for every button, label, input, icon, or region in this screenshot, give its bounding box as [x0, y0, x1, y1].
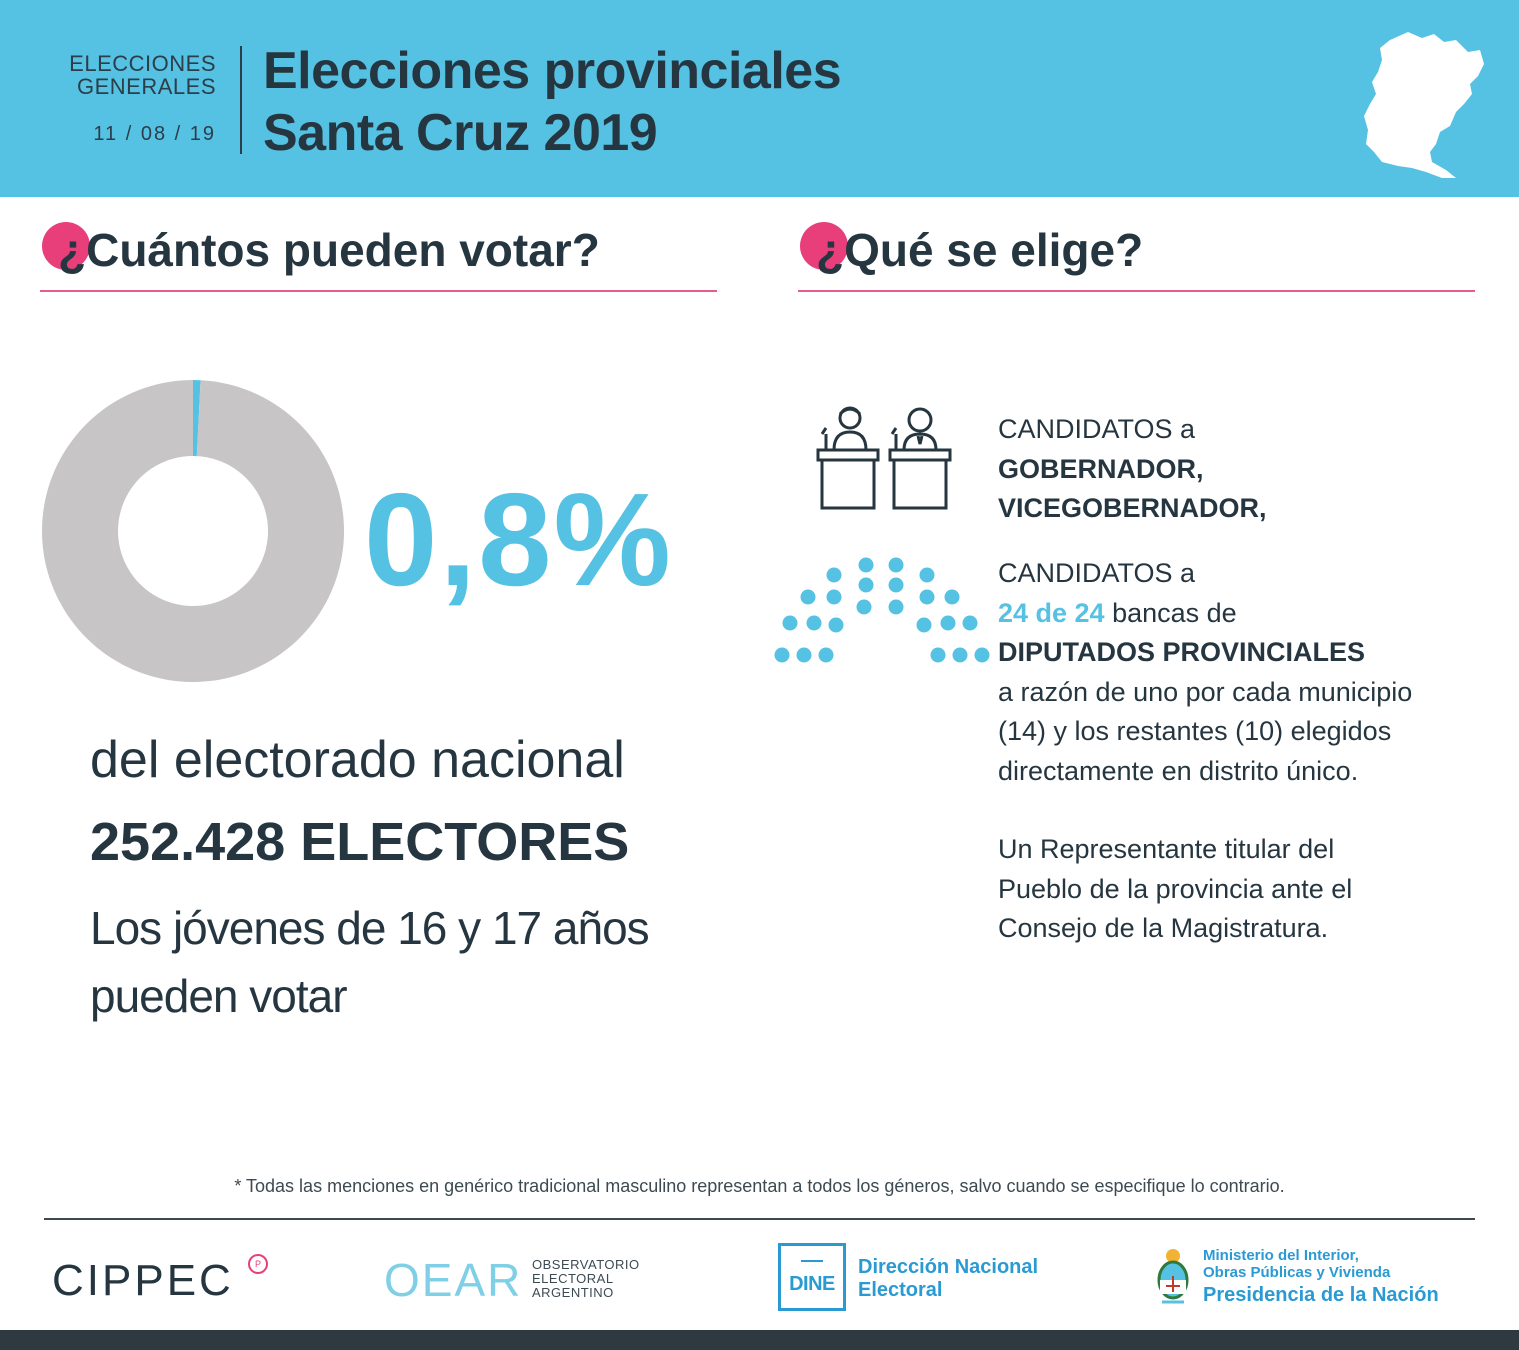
block-diputados: CANDIDATOS a 24 de 24 bancas de DIPUTADO…: [998, 554, 1412, 791]
oear-sub1: OBSERVATORIO: [532, 1257, 640, 1272]
block2-line3: DIPUTADOS PROVINCIALES: [998, 637, 1366, 667]
dine-bar-icon: [801, 1260, 823, 1262]
santa-cruz-map-icon: [1364, 32, 1484, 178]
block1-line2: GOBERNADOR,: [998, 453, 1204, 484]
header-label-line2: GENERALES: [77, 74, 216, 99]
header-date: 11 / 08 / 19: [93, 123, 216, 145]
section-divider-right: [798, 290, 1475, 292]
bancas-highlight: 24 de 24: [998, 597, 1105, 628]
section-title-right: ¿Qué se elige?: [816, 224, 1144, 276]
electores-count: 252.428 ELECTORES: [90, 812, 630, 872]
cippec-badge-icon: P: [248, 1254, 268, 1274]
header-divider: [240, 46, 242, 154]
block1-line3: VICEGOBERNADOR,: [998, 493, 1267, 523]
page-title-line2: Santa Cruz 2019: [263, 104, 658, 162]
dine-name: Dirección Nacional Electoral: [858, 1256, 1038, 1302]
jovenes-text: Los jóvenes de 16 y 17 años pueden votar: [90, 902, 650, 1022]
chamber-seats-icon: [774, 557, 990, 663]
dine-name2: Electoral: [858, 1279, 943, 1301]
oear-sub3: ARGENTINO: [532, 1285, 614, 1300]
block-magistratura: Un Representante titular del Pueblo de l…: [998, 830, 1352, 949]
block-gobernador: CANDIDATOS a GOBERNADOR, VICEGOBERNADOR,: [998, 410, 1267, 529]
percent-label: 0,8%: [364, 466, 673, 613]
section-title-left: ¿Cuántos pueden votar?: [58, 224, 600, 276]
dine-name1: Dirección Nacional: [858, 1256, 1039, 1278]
block2-line4: a razón de uno por cada municipio: [998, 676, 1413, 707]
oear-sub2: ELECTORAL: [532, 1271, 614, 1286]
ministerio-line1: Ministerio del Interior,: [1203, 1247, 1359, 1264]
dine-logo: DINE: [778, 1243, 846, 1311]
electorate-donut-chart: [42, 380, 344, 682]
block2-line2: 24 de 24 bancas de: [998, 594, 1412, 634]
donut-slice-resto: [42, 380, 344, 682]
coat-of-arms-icon: [1157, 1249, 1189, 1304]
presidencia-name: Presidencia de la Nación: [1203, 1284, 1439, 1306]
footer-divider: [44, 1218, 1475, 1220]
header-label-line1: ELECCIONES: [69, 51, 216, 76]
block3-line3: Consejo de la Magistratura.: [998, 913, 1329, 943]
page-title-line1: Elecciones provinciales: [263, 42, 842, 100]
dine-logo-text: DINE: [789, 1273, 835, 1295]
page-title: Elecciones provinciales Santa Cruz 2019: [263, 40, 842, 164]
bottom-bar: [0, 1330, 1519, 1350]
bancas-rest: bancas de: [1104, 597, 1237, 628]
block2-line5: (14) y los restantes (10) elegidos: [998, 716, 1392, 746]
candidates-podium-icon: [816, 406, 952, 510]
cippec-logo: CIPPEC: [52, 1256, 234, 1305]
block2-line6: directamente en distrito único.: [998, 755, 1359, 786]
block2-line1: CANDIDATOS a: [998, 558, 1196, 588]
block3-line1: Un Representante titular del: [998, 834, 1335, 864]
ministerio-line2: Obras Públicas y Vivienda: [1203, 1264, 1391, 1281]
header-label: ELECCIONES GENERALES: [69, 52, 216, 98]
ministerio-name: Ministerio del Interior, Obras Públicas …: [1203, 1247, 1390, 1281]
footnote: * Todas las menciones en genérico tradic…: [234, 1176, 1285, 1196]
block1-line1: CANDIDATOS a: [998, 414, 1196, 444]
section-dot-left: [42, 222, 90, 270]
donut-slice-santa-cruz: [193, 380, 201, 457]
header-banner: ELECCIONES GENERALES 11 / 08 / 19 Elecci…: [0, 0, 1519, 197]
electorado-nacional-text: del electorado nacional: [90, 731, 625, 789]
oear-subtitle: OBSERVATORIO ELECTORAL ARGENTINO: [532, 1258, 640, 1300]
oear-logo: OEAR: [384, 1254, 523, 1306]
section-dot-right: [800, 222, 848, 270]
section-divider-left: [40, 290, 717, 292]
block3-line2: Pueblo de la provincia ante el: [998, 873, 1353, 904]
